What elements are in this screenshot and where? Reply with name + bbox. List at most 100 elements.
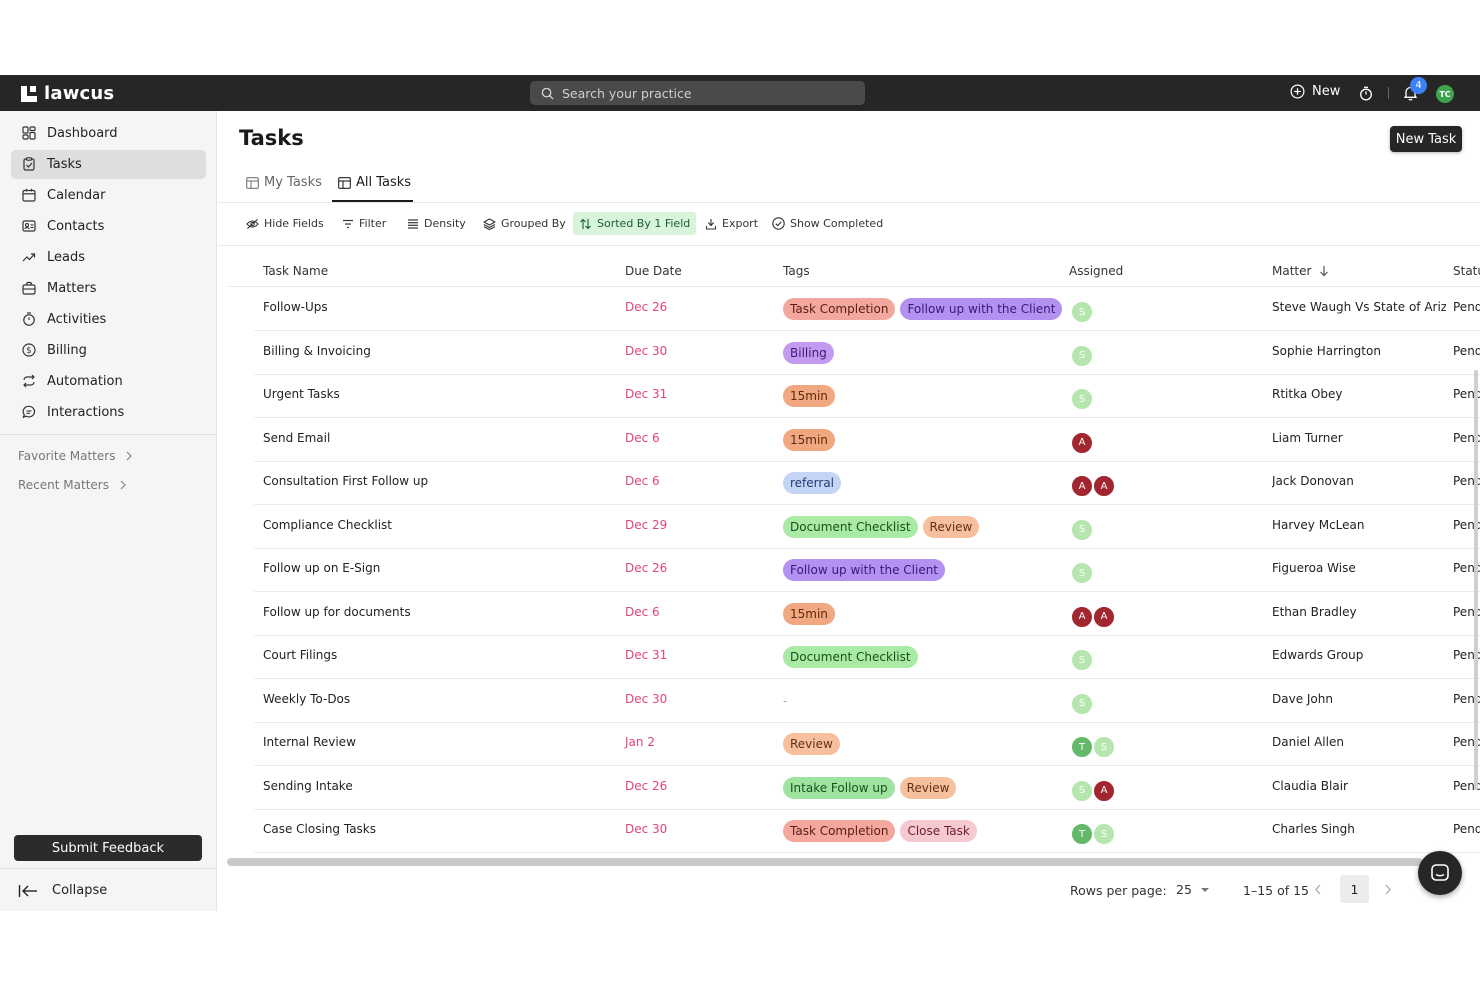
- assignee-list: S: [1070, 343, 1094, 368]
- assignee-avatar[interactable]: S: [1092, 822, 1116, 846]
- table-row[interactable]: Send Email Dec 6 15min A Liam Turner Pending: [254, 418, 1480, 462]
- assignee-avatar[interactable]: S: [1070, 517, 1094, 542]
- search-bar[interactable]: [530, 81, 865, 105]
- assignee-avatar[interactable]: S: [1070, 691, 1094, 716]
- table-row[interactable]: Consultation First Follow up Dec 6 referra…: [254, 461, 1480, 505]
- show-completed-button[interactable]: Show Completed: [766, 212, 889, 235]
- tag-chip[interactable]: Billing: [783, 341, 834, 364]
- grouped-by-button[interactable]: Grouped By: [477, 212, 572, 235]
- assignee-avatar[interactable]: S: [1070, 561, 1094, 585]
- grouped-by-label: Grouped By: [501, 217, 566, 230]
- due-date: Dec 26: [625, 300, 668, 314]
- filter-button[interactable]: Filter: [336, 212, 392, 235]
- hide-fields-button[interactable]: Hide Fields: [240, 212, 330, 235]
- submit-feedback-button[interactable]: Submit Feedback: [14, 835, 202, 861]
- support-chat-button[interactable]: [1418, 851, 1462, 895]
- assignee-avatar[interactable]: A: [1070, 474, 1094, 498]
- assignee-avatar[interactable]: T: [1070, 735, 1094, 759]
- tab-my-tasks[interactable]: My Tasks: [246, 175, 322, 190]
- column-header-due-date[interactable]: Due Date: [625, 264, 682, 278]
- table-row[interactable]: Weekly To-Dos Dec 30 - S Dave John Pending: [254, 679, 1480, 723]
- lawcus-logo[interactable]: lawcus: [20, 83, 114, 104]
- table-row[interactable]: Sending Intake Dec 26 Intake Follow up Revi…: [254, 766, 1480, 810]
- table-row[interactable]: Case Closing Tasks Dec 30 Task Completion C…: [254, 809, 1480, 853]
- tag-list: 15min: [783, 428, 835, 451]
- previous-page-button[interactable]: [1314, 884, 1322, 895]
- tag-chip[interactable]: Review: [922, 515, 980, 538]
- tag-chip[interactable]: 15min: [783, 602, 835, 625]
- favorite-matters-toggle[interactable]: Favorite Matters: [18, 449, 133, 463]
- new-task-button[interactable]: New Task: [1390, 126, 1462, 152]
- vertical-scrollbar-thumb[interactable]: [1474, 370, 1478, 790]
- tag-chip[interactable]: 15min: [783, 428, 835, 451]
- assignee-avatar[interactable]: A: [1070, 430, 1094, 455]
- tag-chip[interactable]: Document Checklist: [783, 646, 918, 668]
- next-page-button[interactable]: [1384, 884, 1392, 895]
- tag-chip[interactable]: Intake Follow up: [783, 776, 895, 799]
- page-number-button[interactable]: 1: [1340, 875, 1369, 903]
- table-row[interactable]: Urgent Tasks Dec 31 15min S Rtitka Obey Pendi…: [254, 374, 1480, 418]
- sidebar-item-contacts[interactable]: Contacts: [11, 212, 206, 241]
- assignee-avatar[interactable]: A: [1092, 474, 1116, 498]
- assignee-avatar[interactable]: A: [1092, 778, 1116, 803]
- tag-chip[interactable]: 15min: [783, 385, 835, 407]
- recent-matters-label: Recent Matters: [18, 478, 109, 492]
- sidebar-item-tasks[interactable]: Tasks: [11, 150, 206, 179]
- density-button[interactable]: Density: [401, 212, 472, 235]
- recent-matters-toggle[interactable]: Recent Matters: [18, 478, 127, 492]
- search-input[interactable]: [562, 85, 852, 101]
- sidebar-item-interactions[interactable]: Interactions: [11, 398, 206, 427]
- sorted-by-button[interactable]: Sorted By 1 Field: [573, 212, 697, 235]
- table-row[interactable]: Billing & Invoicing Dec 30 Billing S Sophie …: [254, 331, 1480, 375]
- tab-all-tasks[interactable]: All Tasks: [338, 175, 411, 190]
- tag-chip[interactable]: Follow up with the Client: [900, 298, 1063, 320]
- column-header-matter[interactable]: Matter: [1272, 264, 1329, 278]
- tag-chip[interactable]: Review: [783, 733, 840, 755]
- user-avatar[interactable]: TC: [1436, 85, 1454, 103]
- table-row[interactable]: Follow up on E-Sign Dec 26 Follow up with …: [254, 548, 1480, 592]
- sidebar-item-label: Activities: [47, 312, 107, 327]
- assignee-avatar[interactable]: A: [1092, 604, 1116, 629]
- assignee-avatar[interactable]: S: [1070, 300, 1094, 324]
- column-header-task-name[interactable]: Task Name: [263, 264, 329, 278]
- assignee-avatar[interactable]: A: [1070, 604, 1094, 629]
- sidebar-item-automation[interactable]: Automation: [11, 367, 206, 396]
- tag-chip[interactable]: Task Completion: [783, 820, 896, 842]
- tag-chip[interactable]: Review: [899, 776, 957, 799]
- task-name: Urgent Tasks: [263, 387, 340, 401]
- sidebar-item-matters[interactable]: Matters: [11, 274, 206, 303]
- sidebar-item-activities[interactable]: Activities: [11, 305, 206, 334]
- sidebar-item-dashboard[interactable]: Dashboard: [11, 119, 206, 148]
- tag-chip[interactable]: referral: [783, 472, 842, 494]
- tag-chip[interactable]: Follow up with the Client: [783, 559, 946, 581]
- table-row[interactable]: Compliance Checklist Dec 29 Document Check…: [254, 505, 1480, 549]
- export-button[interactable]: Export: [699, 212, 764, 235]
- tag-chip[interactable]: Document Checklist: [783, 515, 918, 538]
- sidebar-item-leads[interactable]: Leads: [11, 243, 206, 272]
- table-row[interactable]: Follow-Ups Dec 26 Task Completion Follow up…: [254, 287, 1480, 331]
- table-row[interactable]: Internal Review Jan 2 Review T S Daniel Allen…: [254, 722, 1480, 766]
- horizontal-scrollbar-thumb[interactable]: [227, 858, 1422, 866]
- new-button[interactable]: New: [1290, 84, 1340, 99]
- sidebar-item-billing[interactable]: $ Billing: [11, 336, 206, 365]
- table-row[interactable]: Follow up for documents Dec 6 15min A A Ethan…: [254, 592, 1480, 636]
- timer-button[interactable]: [1359, 86, 1373, 101]
- tag-chip[interactable]: Close Task: [900, 820, 977, 842]
- column-header-assigned[interactable]: Assigned: [1069, 264, 1124, 278]
- table-row[interactable]: Court Filings Dec 31 Document Checklist S Ed…: [254, 635, 1480, 679]
- assignee-avatar[interactable]: S: [1070, 343, 1094, 368]
- assignee-list: A: [1070, 430, 1094, 455]
- assignee-avatar[interactable]: S: [1070, 648, 1094, 672]
- sidebar-item-label: Matters: [47, 281, 97, 296]
- column-header-status[interactable]: Status: [1453, 264, 1480, 278]
- tag-chip[interactable]: Task Completion: [783, 298, 896, 320]
- collapse-button[interactable]: Collapse: [18, 883, 107, 898]
- rows-per-page-select[interactable]: 25: [1176, 882, 1210, 897]
- sidebar-item-calendar[interactable]: Calendar: [11, 181, 206, 210]
- assignee-avatar[interactable]: S: [1070, 387, 1094, 411]
- assignee-avatar[interactable]: S: [1070, 778, 1094, 803]
- assignee-avatar[interactable]: T: [1070, 822, 1094, 846]
- column-header-tags[interactable]: Tags: [783, 264, 810, 278]
- assignee-avatar[interactable]: S: [1092, 735, 1116, 759]
- status-text: Pending: [1453, 343, 1480, 358]
